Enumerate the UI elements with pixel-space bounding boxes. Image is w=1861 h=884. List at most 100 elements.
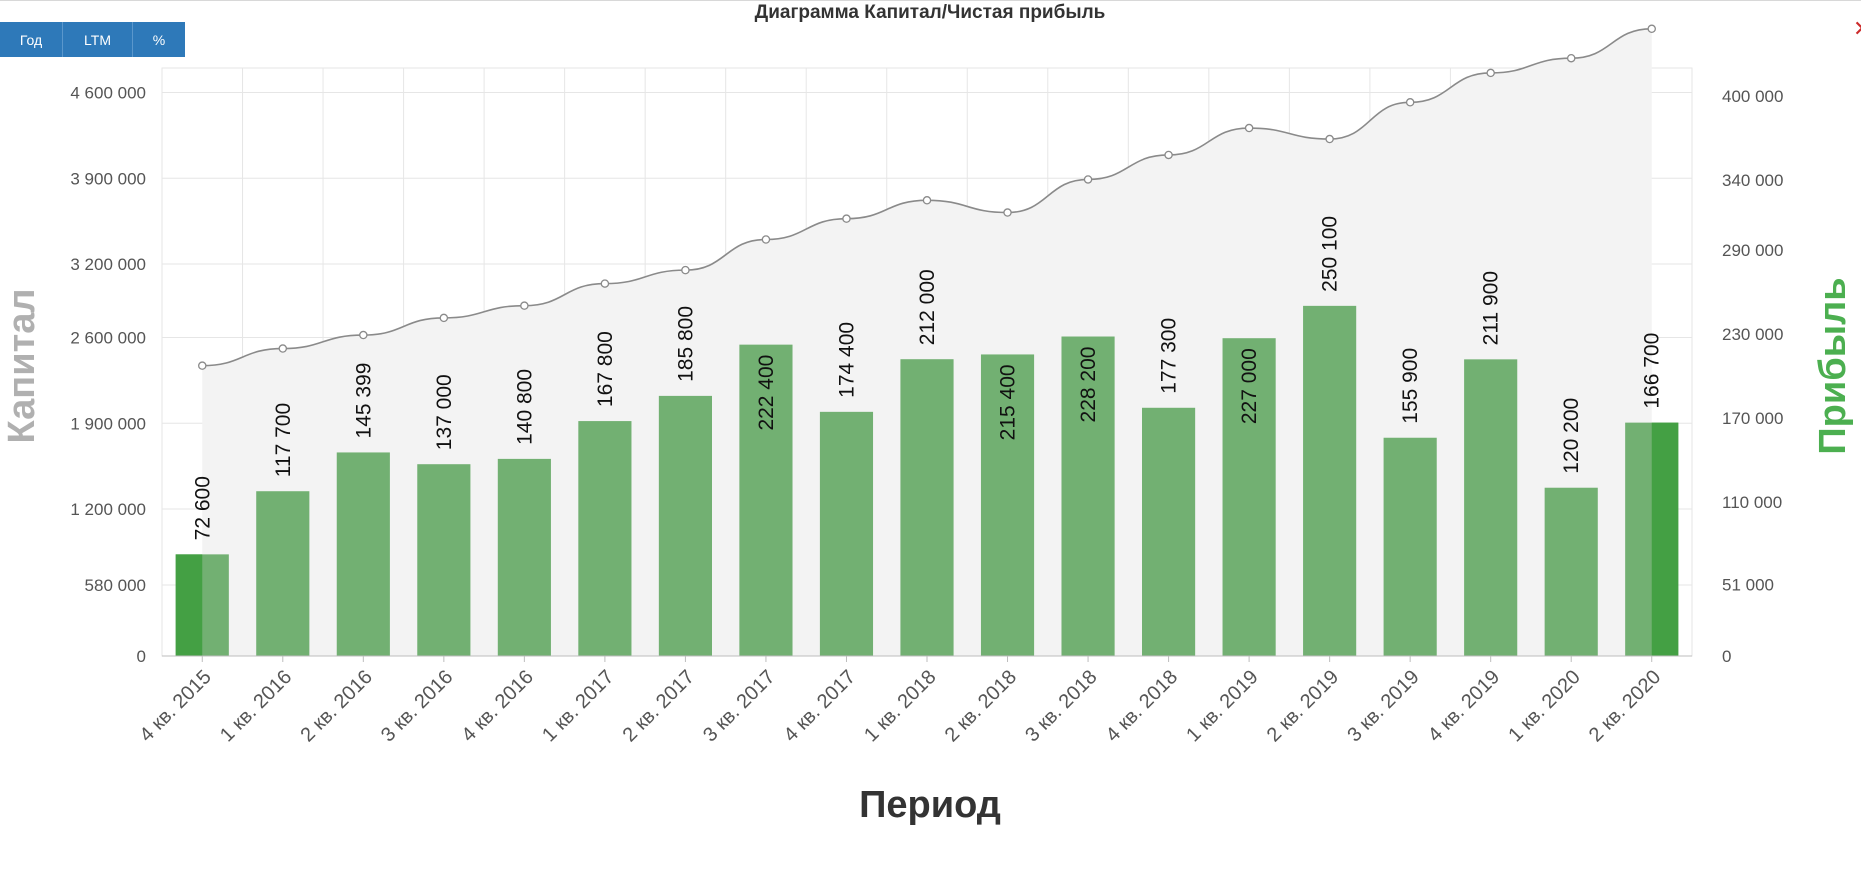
left-tick-label: 580 000 (85, 576, 146, 595)
category-label: 3 кв. 2017 (699, 666, 779, 746)
profit-bar (1383, 437, 1437, 656)
profit-bar (658, 395, 712, 656)
capital-point (600, 279, 610, 288)
capital-point (1405, 98, 1415, 107)
left-tick-label: 0 (137, 647, 146, 666)
profit-bars (175, 305, 1679, 656)
left-tick-label: 2 600 000 (70, 329, 146, 348)
profit-bar (980, 354, 1035, 656)
ltm-button[interactable]: LTM (63, 22, 133, 57)
category-label: 3 кв. 2016 (377, 666, 457, 746)
profit-bar (1303, 305, 1357, 656)
profit-bar (417, 464, 471, 656)
capital-point (1083, 175, 1093, 184)
capital-point (1647, 24, 1656, 34)
left-tick-label: 1 200 000 (70, 500, 146, 519)
profit-data-label: 228 200 (1077, 347, 1100, 423)
profit-data-labels: 72 600 117 700 145 399 137 000 140 800 167 80… (191, 216, 1663, 540)
right-tick-label: 340 000 (1722, 171, 1783, 190)
profit-data-label: 250 100 (1319, 216, 1342, 292)
capital-area (202, 28, 1652, 657)
capital-point (520, 301, 529, 310)
capital-point (681, 265, 690, 275)
profit-data-label: 72 600 (191, 476, 214, 540)
capital-point (922, 196, 932, 205)
right-tick-label: 230 000 (1722, 325, 1783, 344)
category-label: 1 кв. 2016 (216, 666, 296, 746)
capital-point (198, 361, 207, 370)
profit-bar (1142, 407, 1196, 656)
close-icon[interactable]: ✕ (1853, 18, 1861, 40)
year-button[interactable]: Год (0, 22, 63, 57)
profit-data-label: 120 200 (1560, 398, 1583, 474)
profit-data-label: 155 900 (1399, 348, 1422, 424)
capital-point (1003, 208, 1012, 217)
right-tick-label: 290 000 (1722, 241, 1783, 260)
profit-data-label: 174 400 (835, 322, 858, 398)
percent-button[interactable]: % (133, 22, 185, 57)
profit-bar (578, 421, 632, 656)
profit-data-label: 137 000 (433, 374, 456, 450)
profit-data-label: 215 400 (997, 364, 1020, 440)
capital-line-group (198, 24, 1656, 370)
capital-point (1486, 68, 1495, 78)
profit-data-label: 140 800 (513, 369, 536, 445)
profit-data-label: 211 900 (1480, 271, 1503, 345)
capital-point (278, 344, 288, 353)
profit-bar (497, 458, 551, 656)
profit-bar (336, 452, 390, 656)
left-tick-label: 1 900 000 (70, 414, 146, 433)
category-label: 1 кв. 2017 (538, 666, 618, 746)
category-label: 2 кв. 2016 (296, 666, 376, 746)
category-label: 4 кв. 2016 (458, 666, 538, 746)
profit-bar (1464, 359, 1518, 656)
right-tick-label: 51 000 (1722, 576, 1774, 595)
x-axis-title: Период (859, 784, 1001, 826)
left-axis-title: Капитал (1, 289, 43, 444)
capital-area-fill (202, 28, 1652, 657)
left-tick-label: 3 900 000 (70, 169, 146, 188)
profit-data-label: 166 700 (1641, 333, 1664, 409)
profit-bar-highlight (1651, 422, 1679, 656)
profit-bar (819, 411, 874, 656)
category-label: 1 кв. 2020 (1504, 666, 1584, 746)
capital-point (1244, 123, 1254, 133)
chart-title: Диаграмма Капитал/Чистая прибыль (755, 2, 1106, 23)
right-tick-label: 400 000 (1722, 87, 1783, 106)
right-tick-label: 110 000 (1722, 493, 1782, 512)
capital-point (1566, 53, 1576, 63)
top-border (0, 0, 1861, 1)
capital-point (1325, 134, 1334, 144)
category-label: 2 кв. 2020 (1585, 666, 1665, 746)
category-label: 2 кв. 2018 (941, 666, 1021, 746)
period-toggle-group: Год LTM % (0, 22, 185, 57)
capital-point (842, 214, 851, 223)
profit-data-label: 212 000 (916, 269, 939, 345)
profit-bar (739, 344, 793, 656)
capital-point (761, 235, 771, 244)
profit-data-label: 117 700 (272, 403, 295, 477)
profit-bar (900, 359, 954, 656)
left-tick-label: 4 600 000 (70, 84, 146, 103)
profit-bar (1222, 338, 1276, 656)
category-label: 4 кв. 2015 (135, 666, 215, 746)
left-tick-label: 3 200 000 (70, 255, 146, 274)
profit-bar (256, 491, 310, 656)
category-label: 2 кв. 2017 (619, 666, 699, 746)
profit-data-label: 177 300 (1158, 318, 1181, 394)
profit-data-label: 227 000 (1238, 348, 1261, 424)
profit-data-label: 222 400 (755, 355, 778, 431)
profit-data-label: 145 399 (352, 363, 375, 439)
category-label: 2 кв. 2019 (1263, 666, 1343, 746)
capital-point (439, 313, 449, 323)
profit-bar (1061, 336, 1115, 656)
category-label: 1 кв. 2019 (1182, 666, 1262, 746)
category-label: 3 кв. 2018 (1021, 666, 1101, 746)
capital-point (1164, 150, 1173, 160)
profit-data-label: 167 800 (594, 331, 617, 407)
right-tick-label: 170 000 (1722, 409, 1783, 428)
right-axis-title: Прибыль (1812, 277, 1854, 454)
right-tick-label: 0 (1722, 647, 1731, 666)
category-label: 3 кв. 2019 (1343, 666, 1423, 746)
